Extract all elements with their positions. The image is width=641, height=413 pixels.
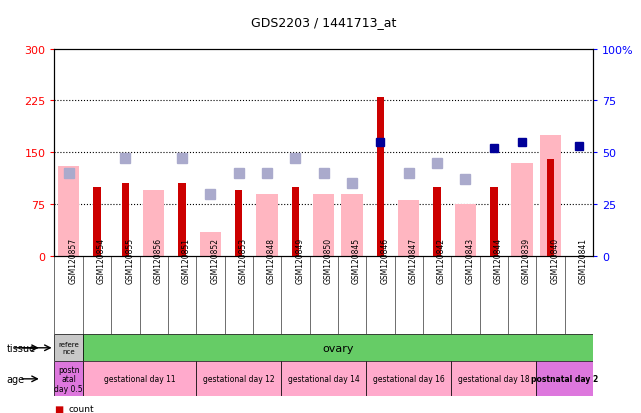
Bar <box>454 204 476 256</box>
Text: GSM120844: GSM120844 <box>494 237 503 283</box>
Text: refere
nce: refere nce <box>58 342 79 354</box>
Bar <box>58 166 79 256</box>
Text: GDS2203 / 1441713_at: GDS2203 / 1441713_at <box>251 16 396 29</box>
Text: GSM120852: GSM120852 <box>210 237 219 283</box>
Bar <box>341 194 363 256</box>
Text: GSM120841: GSM120841 <box>579 237 588 283</box>
Text: gestational day 16: gestational day 16 <box>373 375 445 383</box>
Text: ■: ■ <box>54 404 63 413</box>
Text: GSM120839: GSM120839 <box>522 237 531 283</box>
Text: GSM120856: GSM120856 <box>154 237 163 283</box>
Bar <box>398 201 419 256</box>
Text: GSM120845: GSM120845 <box>352 237 361 283</box>
Text: postn
atal
day 0.5: postn atal day 0.5 <box>54 365 83 393</box>
Text: GSM120850: GSM120850 <box>324 237 333 283</box>
Bar <box>256 194 278 256</box>
Bar <box>54 335 83 361</box>
Bar <box>433 187 441 256</box>
Text: postnatal day 2: postnatal day 2 <box>531 375 598 383</box>
Bar <box>512 163 533 256</box>
Bar <box>178 184 186 256</box>
Bar <box>547 160 554 256</box>
Text: gestational day 12: gestational day 12 <box>203 375 274 383</box>
Text: GSM120855: GSM120855 <box>126 237 135 283</box>
Bar <box>54 361 83 396</box>
Bar <box>143 191 165 256</box>
Bar <box>199 232 221 256</box>
Text: count: count <box>69 404 94 413</box>
Text: gestational day 14: gestational day 14 <box>288 375 360 383</box>
Bar <box>292 187 299 256</box>
Text: GSM120847: GSM120847 <box>409 237 418 283</box>
Bar <box>537 361 593 396</box>
Bar <box>281 361 366 396</box>
Bar <box>377 98 384 256</box>
Text: gestational day 11: gestational day 11 <box>104 375 176 383</box>
Text: GSM120842: GSM120842 <box>437 237 446 283</box>
Text: ovary: ovary <box>322 343 354 353</box>
Text: GSM120857: GSM120857 <box>69 237 78 283</box>
Bar <box>122 184 129 256</box>
Bar <box>313 194 335 256</box>
Text: GSM120848: GSM120848 <box>267 237 276 283</box>
Bar <box>451 361 537 396</box>
Bar <box>540 135 561 256</box>
Text: GSM120846: GSM120846 <box>380 237 389 283</box>
Text: GSM120853: GSM120853 <box>238 237 247 283</box>
Bar <box>196 361 281 396</box>
Text: gestational day 18: gestational day 18 <box>458 375 529 383</box>
Bar <box>366 361 451 396</box>
Text: GSM120849: GSM120849 <box>296 237 304 283</box>
Bar <box>235 191 242 256</box>
Text: age: age <box>6 374 24 384</box>
Text: tissue: tissue <box>6 343 35 353</box>
Bar <box>83 361 196 396</box>
Bar <box>93 187 101 256</box>
Text: GSM120854: GSM120854 <box>97 237 106 283</box>
Text: GSM120843: GSM120843 <box>465 237 474 283</box>
Bar <box>490 187 497 256</box>
Text: GSM120840: GSM120840 <box>551 237 560 283</box>
Text: GSM120851: GSM120851 <box>182 237 191 283</box>
